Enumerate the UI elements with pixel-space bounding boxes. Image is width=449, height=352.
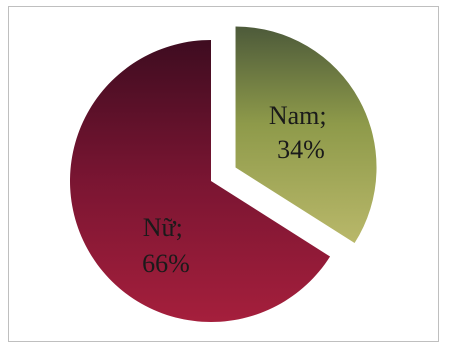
pie-slice-nam [235,26,377,244]
slice-label-nam: Nam; 34% [269,101,333,164]
pie-slice-nu [69,40,331,322]
slice-label-nu: Nữ; 66% [142,213,190,278]
